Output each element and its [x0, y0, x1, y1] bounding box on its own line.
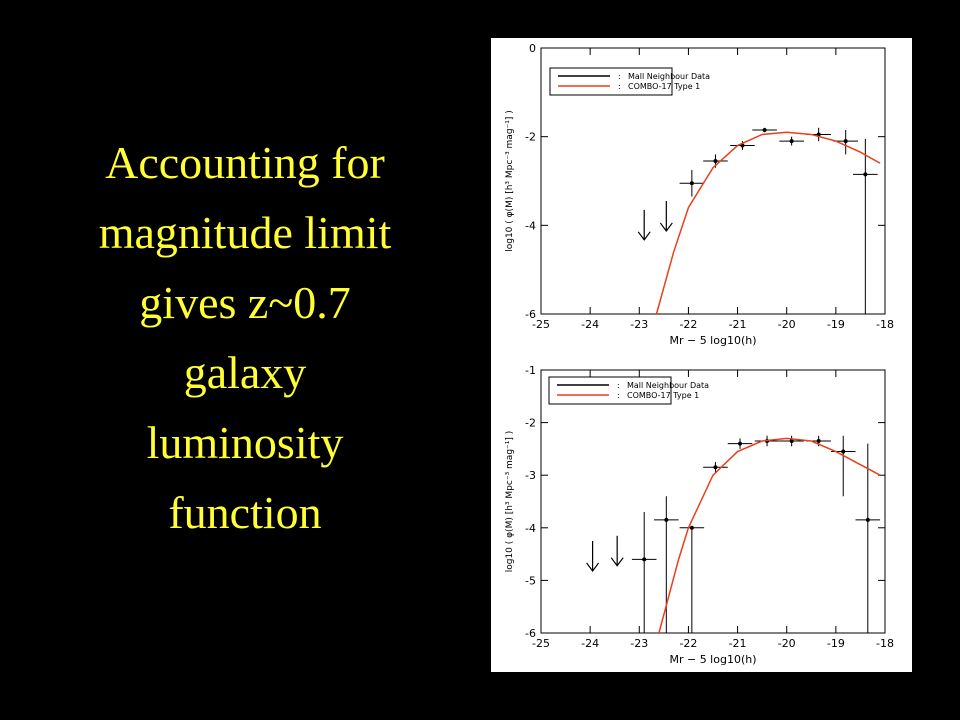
x-tick-label: -22	[679, 318, 697, 331]
legend-label: Mall Neighbour Data	[628, 72, 710, 81]
x-tick-label: -24	[581, 637, 599, 650]
x-tick-label: -21	[729, 318, 747, 331]
x-tick-label: -19	[827, 637, 845, 650]
y-tick-label: -2	[525, 131, 536, 144]
upper-limit-arrow	[659, 200, 673, 232]
chart-panel	[491, 38, 912, 672]
y-axis-label: log10 ( φ(M) [h³ Mpc⁻³ mag⁻¹] )	[505, 431, 515, 573]
y-tick-label: -6	[525, 627, 536, 640]
model-curve	[655, 131, 881, 315]
plot-frame	[540, 47, 886, 315]
x-axis-label: Mr − 5 log10(h)	[669, 653, 756, 666]
y-tick-label: -6	[525, 308, 536, 321]
slide-text-line: galaxy	[183, 347, 307, 398]
y-tick-label: -1	[525, 364, 536, 377]
data-point	[762, 128, 767, 133]
data-point	[865, 517, 870, 522]
x-tick-label: -20	[778, 318, 796, 331]
y-tick-label: -3	[525, 469, 536, 482]
data-point	[713, 159, 718, 164]
data-point	[841, 449, 846, 454]
model-curve	[658, 437, 881, 634]
data-point	[863, 172, 868, 177]
upper-limit-arrow	[637, 209, 651, 241]
legend-box	[548, 376, 672, 405]
data-point	[789, 439, 794, 444]
legend-label: COMBO-17 Type 1	[628, 82, 700, 91]
x-tick-label: -18	[876, 318, 894, 331]
slide-text-line: Accounting for	[105, 137, 385, 188]
x-tick-label: -20	[778, 637, 796, 650]
x-tick-label: -19	[827, 318, 845, 331]
y-axis-label: log10 ( φ(M) [h³ Mpc⁻³ mag⁻¹] )	[505, 110, 515, 252]
x-axis-label: Mr − 5 log10(h)	[669, 334, 756, 347]
legend-box	[549, 67, 673, 96]
x-tick-label: -24	[581, 318, 599, 331]
y-tick-label: -4	[525, 522, 536, 535]
data-point	[713, 465, 718, 470]
data-point	[664, 517, 669, 522]
y-tick-label: -5	[525, 574, 536, 587]
y-tick-label: -2	[525, 417, 536, 430]
x-tick-label: -25	[532, 318, 550, 331]
legend-label: COMBO-17 Type 1	[627, 391, 699, 400]
slide-text-line: gives z~0.7	[139, 277, 351, 328]
legend-marker: :	[618, 82, 621, 91]
x-tick-label: -23	[630, 637, 648, 650]
x-tick-label: -18	[876, 637, 894, 650]
data-point	[816, 439, 821, 444]
x-tick-label: -22	[679, 637, 697, 650]
x-tick-label: -21	[729, 637, 747, 650]
legend-marker: :	[618, 72, 621, 81]
data-point	[789, 139, 794, 144]
legend-marker: :	[617, 381, 620, 390]
slide-text: Accounting for magnitude limit gives z~0.7…	[30, 128, 460, 548]
y-tick-label: 0	[529, 42, 536, 55]
plot-frame	[540, 369, 886, 634]
data-point	[689, 181, 694, 186]
x-tick-label: -23	[630, 318, 648, 331]
legend-marker: :	[617, 391, 620, 400]
upper-limit-arrow	[610, 535, 624, 567]
slide-text-line: function	[168, 487, 322, 538]
data-point	[642, 557, 647, 562]
upper-limit-arrow	[586, 540, 600, 572]
data-point	[843, 139, 848, 144]
slide-text-line: luminosity	[146, 417, 344, 468]
x-tick-label: -25	[532, 637, 550, 650]
y-tick-label: -4	[525, 219, 536, 232]
data-point	[689, 525, 694, 530]
data-point	[738, 441, 743, 446]
slide-text-line: magnitude limit	[98, 207, 392, 258]
legend-label: Mall Neighbour Data	[627, 381, 709, 390]
